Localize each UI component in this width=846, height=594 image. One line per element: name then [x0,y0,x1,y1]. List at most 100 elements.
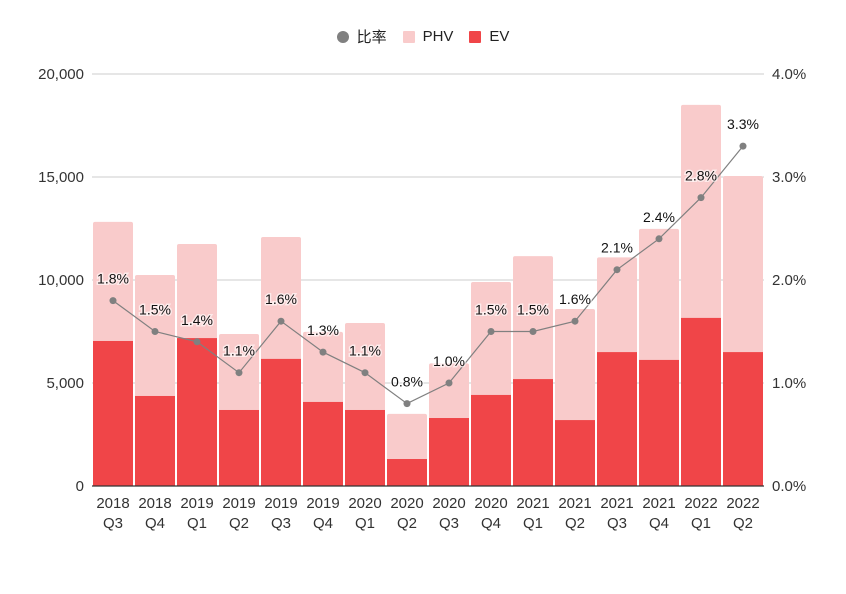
legend: 比率 PHV EV [0,26,846,47]
bar-ev [513,379,553,486]
bar-ev [177,338,217,486]
x-tick-label-year: 2018 [138,495,171,512]
ratio-point [193,338,201,346]
y-right-tick-label: 1.0% [772,375,806,392]
ratio-data-label: 2.1% [601,240,633,256]
x-tick-label-year: 2019 [306,495,339,512]
bar-phv [723,175,763,355]
ratio-data-label: 1.5% [139,302,171,318]
bar-ev [597,352,637,486]
x-tick-label-year: 2018 [96,495,129,512]
x-tick-label-quarter: Q1 [523,515,543,532]
y-right-tick-label: 3.0% [772,169,806,186]
y-left-tick-label: 15,000 [38,169,84,186]
ratio-data-label: 2.8% [685,168,717,184]
bar-ev [135,395,175,486]
x-tick-label-quarter: Q2 [733,515,753,532]
x-tick-label-quarter: Q1 [691,515,711,532]
y-right-tick-label: 4.0% [772,66,806,83]
bar-ev [723,352,763,486]
x-tick-label-year: 2021 [642,495,675,512]
x-tick-label-year: 2022 [684,495,717,512]
bar-ev [219,409,259,486]
ratio-point [109,297,117,305]
ratio-point [319,348,327,356]
x-tick-label-year: 2019 [264,495,297,512]
ratio-point [361,369,369,377]
ratio-data-label: 1.1% [349,343,381,359]
x-tick-label-year: 2021 [516,495,549,512]
ratio-data-label: 3.3% [727,116,759,132]
y-right-tick-label: 2.0% [772,272,806,289]
bar-phv [555,309,595,423]
legend-item-phv[interactable]: PHV [402,28,454,45]
x-tick-label-year: 2021 [558,495,591,512]
ratio-point [655,235,663,243]
ratio-line [112,145,744,405]
x-tick-label-quarter: Q4 [313,515,333,532]
legend-item-ev[interactable]: EV [469,28,509,45]
bar-phv [345,323,385,412]
ratio-data-label: 1.3% [307,322,339,338]
ratio-point [403,400,411,408]
x-tick-label-year: 2019 [222,495,255,512]
bar-phv [261,236,301,361]
bar-phv [387,413,427,462]
bar-phv [303,331,343,404]
x-tick-label-year: 2020 [348,495,381,512]
y-left-tick-label: 10,000 [38,272,84,289]
x-tick-label-quarter: Q4 [481,515,501,532]
ratio-data-label: 1.6% [265,291,297,307]
ratio-data-label: 1.5% [517,302,549,318]
y-left-tick-label: 20,000 [38,66,84,83]
ratio-data-label: 1.4% [181,312,213,328]
x-tick-label-quarter: Q2 [397,515,417,532]
bar-ev [555,420,595,486]
bar-ev [303,401,343,486]
bar-phv [471,282,511,397]
bar-ev [261,358,301,486]
bar-ev [93,340,133,486]
ratio-point [487,328,495,335]
ratio-point [445,379,453,387]
x-tick-label-quarter: Q4 [145,515,165,532]
x-tick-label-quarter: Q3 [271,515,291,532]
x-tick-label-quarter: Q2 [565,515,585,532]
x-tick-label-quarter: Q3 [439,515,459,532]
ratio-data-label: 1.1% [223,343,255,359]
y-left-tick-label: 0 [76,478,84,495]
bar-phv [639,228,679,362]
bar-ev [639,359,679,486]
x-tick-label-year: 2020 [432,495,465,512]
y-right-tick-label: 0.0% [772,478,806,495]
x-tick-label-quarter: Q1 [187,515,207,532]
ratio-data-label: 1.6% [559,291,591,307]
x-tick-label-year: 2019 [180,495,213,512]
bar-phv [513,256,553,382]
ratio-point [529,328,537,335]
ratio-point [151,328,159,335]
x-tick-label-year: 2020 [390,495,423,512]
legend-label: PHV [422,28,454,45]
bar-ev [429,418,469,486]
phv-swatch-icon [402,30,415,43]
ratio-data-label: 0.8% [391,374,423,390]
legend-item-ratio[interactable]: 比率 [336,26,387,47]
legend-label: 比率 [356,29,387,46]
bar-phv [177,243,217,341]
ratio-point [235,369,243,377]
ratio-point [739,142,747,150]
bar-ev [387,459,427,486]
ratio-point [277,317,285,325]
ratio-data-label: 1.5% [475,302,507,318]
ratio-point [613,266,621,274]
ratio-point [571,317,579,325]
legend-label: EV [489,28,510,45]
bar-ev [471,394,511,486]
ratio-point [697,194,705,202]
ratio-data-label: 1.8% [97,271,129,287]
bar-ev [681,317,721,486]
x-tick-label-year: 2022 [726,495,759,512]
ev-swatch-icon [469,30,482,43]
